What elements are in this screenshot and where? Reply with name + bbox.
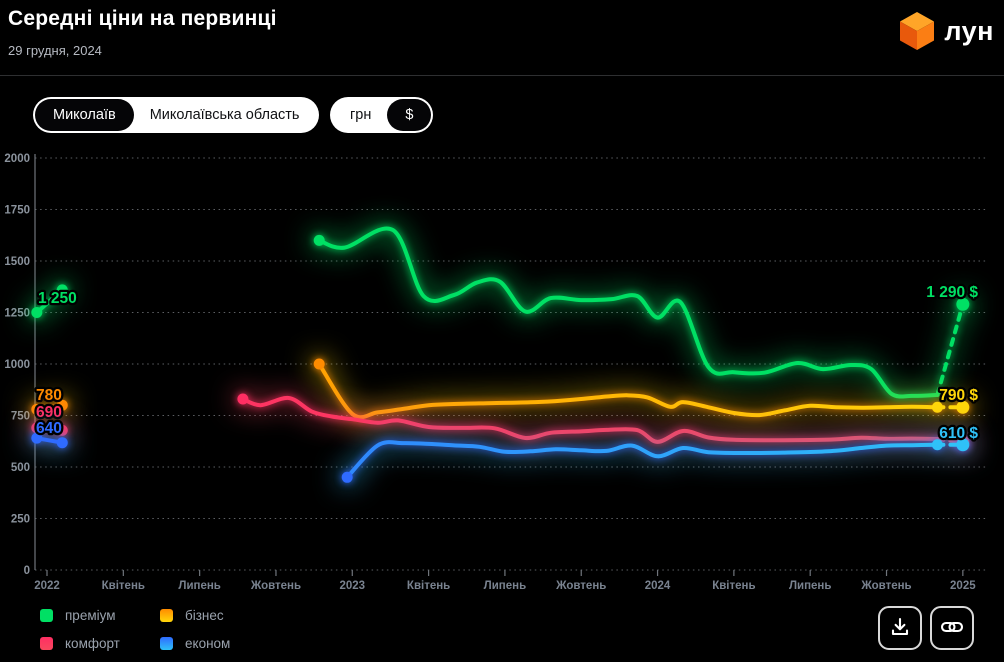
svg-text:Квітень: Квітень bbox=[407, 580, 450, 592]
toggle-option-region[interactable]: Миколаївська область bbox=[133, 100, 317, 130]
svg-text:Липень: Липень bbox=[178, 580, 221, 592]
svg-text:2025: 2025 bbox=[950, 580, 976, 592]
toggle-option-city[interactable]: Миколаїв bbox=[36, 100, 133, 130]
legend-label: комфорт bbox=[65, 636, 120, 651]
currency-toggle: грн $ bbox=[330, 97, 434, 133]
header-divider bbox=[0, 75, 1004, 76]
svg-text:Квітень: Квітень bbox=[712, 580, 755, 592]
svg-text:2023: 2023 bbox=[339, 580, 365, 592]
biznes-swatch-icon bbox=[160, 609, 173, 622]
svg-text:0: 0 bbox=[24, 565, 30, 577]
lun-cube-icon bbox=[899, 11, 935, 56]
legend-label: преміум bbox=[65, 608, 116, 623]
link-icon bbox=[940, 616, 964, 641]
legend-label: економ bbox=[185, 636, 231, 651]
legend-item-biznes[interactable]: бізнес bbox=[160, 608, 230, 623]
end-value-label: 1 290 $ bbox=[926, 284, 978, 301]
lun-logo: лун bbox=[899, 11, 994, 56]
svg-text:Квітень: Квітень bbox=[102, 580, 145, 592]
city-toggle: Миколаїв Миколаївська область bbox=[33, 97, 320, 133]
start-value-label: 1 250 bbox=[38, 290, 77, 307]
copy-link-button[interactable] bbox=[930, 606, 974, 650]
svg-text:1000: 1000 bbox=[4, 359, 30, 371]
premium-swatch-icon bbox=[40, 609, 53, 622]
svg-text:2024: 2024 bbox=[645, 580, 671, 592]
end-value-label: 610 $ bbox=[939, 425, 978, 442]
toggle-option-usd[interactable]: $ bbox=[388, 100, 431, 130]
svg-text:1500: 1500 bbox=[4, 256, 30, 268]
download-button[interactable] bbox=[878, 606, 922, 650]
download-icon bbox=[889, 616, 911, 641]
start-value-label: 780 bbox=[36, 387, 62, 404]
svg-text:Жовтень: Жовтень bbox=[555, 580, 606, 592]
start-value-label: 640 bbox=[36, 420, 62, 437]
legend-item-komfort[interactable]: комфорт bbox=[40, 636, 160, 651]
svg-text:Жовтень: Жовтень bbox=[250, 580, 301, 592]
svg-text:1750: 1750 bbox=[4, 205, 30, 217]
ekonom-swatch-icon bbox=[160, 637, 173, 650]
legend-label: бізнес bbox=[185, 608, 224, 623]
svg-text:Липень: Липень bbox=[484, 580, 527, 592]
svg-text:2022: 2022 bbox=[34, 580, 60, 592]
komfort-swatch-icon bbox=[40, 637, 53, 650]
svg-text:1250: 1250 bbox=[4, 308, 30, 320]
legend-item-ekonom[interactable]: економ bbox=[160, 636, 230, 651]
toggle-option-uah[interactable]: грн bbox=[333, 100, 388, 130]
svg-text:Липень: Липень bbox=[789, 580, 832, 592]
logo-text: лун bbox=[944, 16, 994, 46]
svg-text:2000: 2000 bbox=[4, 153, 30, 165]
page-title: Середні ціни на первинці bbox=[8, 7, 277, 30]
series-преміум bbox=[31, 226, 970, 399]
svg-text:750: 750 bbox=[11, 411, 30, 423]
series-комфорт bbox=[31, 393, 970, 449]
end-value-label: 790 $ bbox=[939, 387, 978, 404]
series-економ bbox=[31, 432, 970, 483]
svg-text:500: 500 bbox=[11, 462, 30, 474]
legend-item-premium[interactable]: преміум bbox=[40, 608, 160, 623]
svg-text:Жовтень: Жовтень bbox=[860, 580, 911, 592]
series-бізнес bbox=[31, 358, 970, 420]
start-value-label: 690 bbox=[36, 404, 62, 421]
report-date: 29 грудня, 2024 bbox=[8, 43, 102, 58]
svg-text:250: 250 bbox=[11, 514, 30, 526]
chart-legend: преміум бізнес комфорт економ bbox=[40, 608, 230, 651]
